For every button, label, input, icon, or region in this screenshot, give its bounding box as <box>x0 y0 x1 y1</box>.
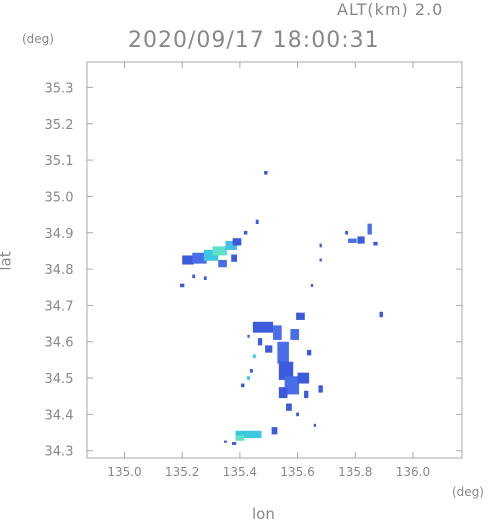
x-tick-label: 135.4 <box>223 465 257 479</box>
echo-cell <box>290 329 300 340</box>
y-tick-label: 34.4 <box>45 408 74 423</box>
x-tick-label: 135.2 <box>165 465 199 479</box>
echo-cell <box>297 372 310 384</box>
echo-cell <box>357 236 365 244</box>
echo-cell <box>247 334 250 338</box>
x-tick-label: 136.0 <box>396 465 430 479</box>
echo-cell <box>243 230 248 235</box>
echo-cell <box>306 349 312 356</box>
echo-cell <box>264 170 268 175</box>
x-axis-label: lon <box>252 505 275 523</box>
y-ticks: 34.3 34.4 34.5 34.6 34.7 34.8 34.9 35.0 35.1 35.2… <box>45 81 462 460</box>
echo-cell <box>318 385 323 393</box>
echo-cell <box>319 258 322 262</box>
echo-cell <box>265 345 273 353</box>
echo-cell <box>296 312 305 320</box>
y-tick-label: 35.1 <box>45 154 74 169</box>
timestamp-title: 2020/09/17 18:00:31 <box>128 28 380 53</box>
y-tick-label: 35.0 <box>45 190 74 205</box>
echo-cell <box>313 423 317 427</box>
echo-cell <box>203 276 207 280</box>
echo-cell <box>182 255 194 265</box>
echo-cell <box>310 283 314 287</box>
echo-cell <box>367 223 372 235</box>
echo-cell <box>304 390 309 399</box>
echo-cell <box>235 430 262 439</box>
echo-cell <box>192 252 207 264</box>
echo-cell <box>319 243 322 248</box>
echo-cell <box>247 376 250 380</box>
plot-frame <box>86 61 463 459</box>
echo-cell <box>284 376 300 395</box>
echo-cell <box>273 325 282 340</box>
x-tick-label: 135.8 <box>338 465 372 479</box>
y-tick-label: 34.5 <box>45 372 74 387</box>
echo-cell <box>345 230 349 235</box>
echo-cell <box>252 321 274 333</box>
x-ticks: 135.0 135.2 135.4 135.6 135.8 136.0 <box>107 62 430 479</box>
y-tick-label: 34.9 <box>45 227 74 242</box>
echo-cell <box>235 435 245 441</box>
echo-cell <box>296 412 300 417</box>
y-tick-label: 35.2 <box>45 118 74 133</box>
x-tick-label: 135.0 <box>107 465 141 479</box>
echo-cell <box>249 368 253 373</box>
echo-cell <box>255 219 259 225</box>
echo-cell <box>252 354 256 359</box>
echo-cell <box>271 427 278 435</box>
echo-cell <box>278 361 294 380</box>
echo-cell <box>257 338 263 346</box>
echo-cell <box>379 311 383 318</box>
echo-cell <box>348 238 357 243</box>
echo-cell <box>180 283 185 288</box>
echo-cell <box>218 260 227 268</box>
echo-cell <box>277 341 289 364</box>
echo-cell <box>232 238 242 246</box>
lat-unit-label: (deg) <box>22 32 54 46</box>
echo-cell <box>192 274 196 279</box>
echo-cell <box>231 254 237 262</box>
echo-cells <box>180 170 383 445</box>
echo-cell <box>241 383 245 388</box>
y-tick-label: 34.7 <box>45 299 74 314</box>
y-tick-label: 35.3 <box>45 81 74 96</box>
y-tick-label: 34.3 <box>45 445 74 460</box>
echo-cell <box>286 403 292 411</box>
x-tick-label: 135.6 <box>280 465 314 479</box>
y-tick-label: 34.8 <box>45 263 74 278</box>
echo-cell <box>203 249 219 261</box>
echo-cell <box>225 240 237 251</box>
altitude-label: ALT(km) 2.0 <box>337 0 444 19</box>
echo-cell <box>278 387 288 399</box>
echo-cell <box>212 246 227 256</box>
echo-cell <box>373 241 378 246</box>
echo-cell <box>224 440 227 443</box>
lon-unit-label: (deg) <box>452 485 484 499</box>
y-tick-label: 34.6 <box>45 336 74 351</box>
echo-cell <box>231 442 237 445</box>
